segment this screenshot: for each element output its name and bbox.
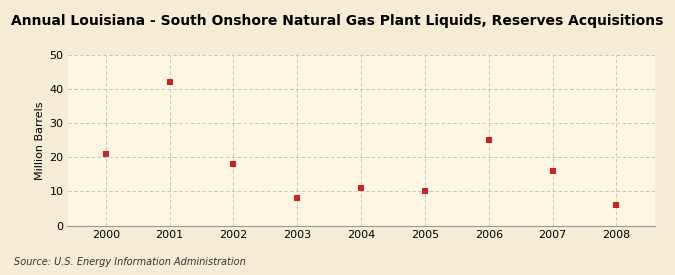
Point <box>483 138 494 142</box>
Point <box>356 186 367 190</box>
Point <box>547 169 558 173</box>
Point <box>101 152 111 156</box>
Point <box>420 189 431 194</box>
Point <box>611 203 622 207</box>
Point <box>228 162 239 166</box>
Text: Source: U.S. Energy Information Administration: Source: U.S. Energy Information Administ… <box>14 257 245 267</box>
Text: Annual Louisiana - South Onshore Natural Gas Plant Liquids, Reserves Acquisition: Annual Louisiana - South Onshore Natural… <box>11 14 664 28</box>
Point <box>292 196 302 200</box>
Point <box>164 80 175 84</box>
Y-axis label: Million Barrels: Million Barrels <box>35 101 45 180</box>
